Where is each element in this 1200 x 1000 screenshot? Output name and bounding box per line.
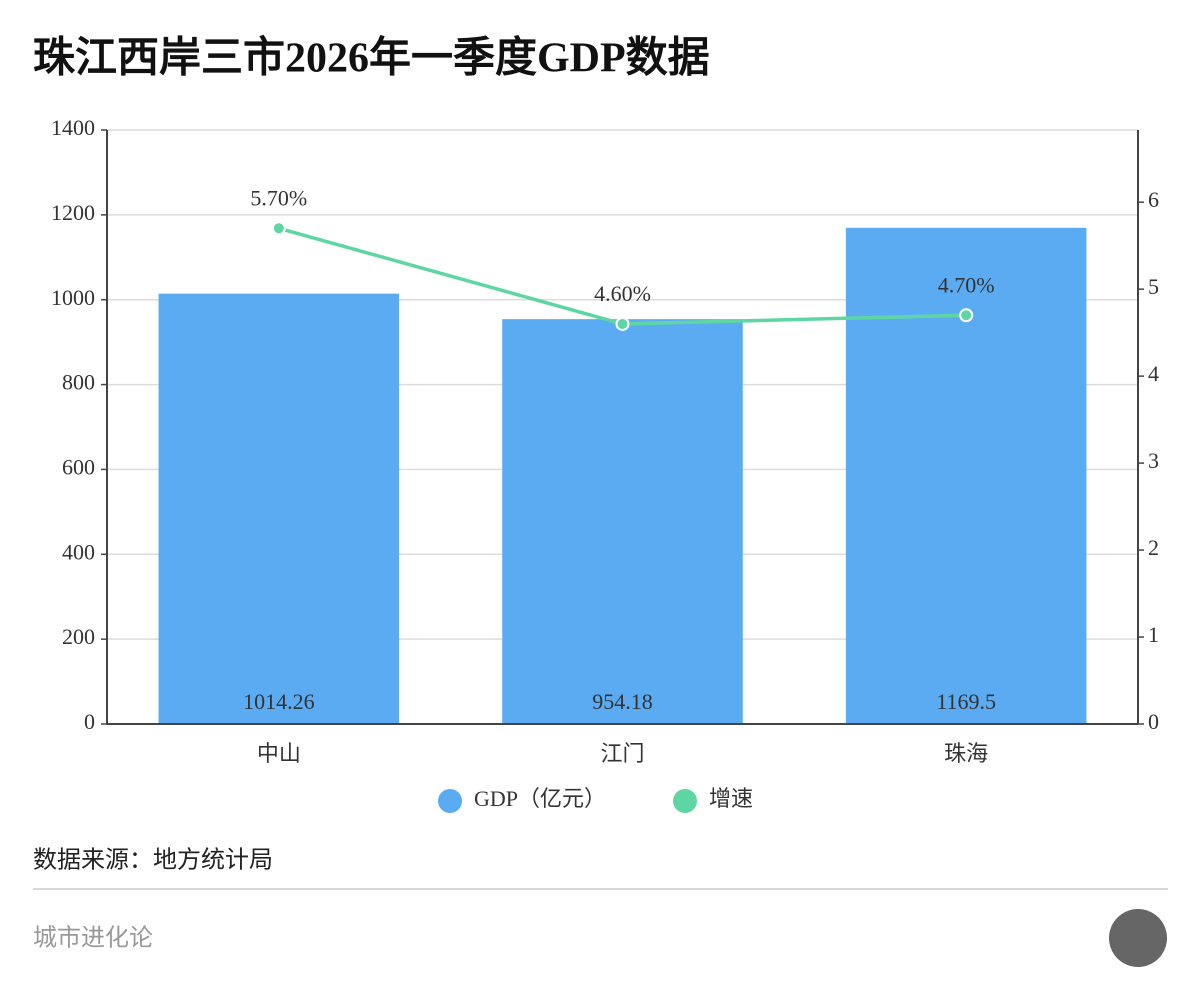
line-point <box>615 316 630 331</box>
logo <box>1109 909 1167 967</box>
y-tick-label: 200 <box>62 624 95 649</box>
y2-tick-label: 1 <box>1148 622 1159 647</box>
y-tick-label: 800 <box>62 370 95 395</box>
chart-title: 珠江西岸三市2026年一季度GDP数据 <box>33 35 710 82</box>
y2-tick-label: 4 <box>1148 361 1159 386</box>
y2-tick-label: 3 <box>1148 448 1159 473</box>
line-point <box>959 308 974 323</box>
bar-value-label: 1014.26 <box>243 689 315 714</box>
legend-label: 增速 <box>709 786 753 811</box>
y2-tick-label: 6 <box>1148 187 1159 212</box>
x-tick-label: 珠海 <box>944 741 988 766</box>
legend-marker <box>673 789 697 813</box>
source-note: 数据来源：地方统计局 <box>33 847 273 874</box>
bar-value-label: 1169.5 <box>936 689 996 714</box>
y2-tick-label: 5 <box>1148 274 1159 299</box>
bar-value-label: 954.18 <box>592 689 653 714</box>
legend-label: GDP（亿元） <box>474 786 606 811</box>
y-tick-label: 1000 <box>51 285 95 310</box>
y-tick-label: 400 <box>62 539 95 564</box>
y-tick-label: 0 <box>84 709 95 734</box>
bar <box>158 293 400 724</box>
line-point <box>271 221 286 236</box>
y2-tick-label: 2 <box>1148 535 1159 560</box>
bar <box>845 227 1087 724</box>
y-tick-label: 1200 <box>51 200 95 225</box>
y-tick-label: 600 <box>62 454 95 479</box>
line-value-label: 4.70% <box>938 272 995 297</box>
y2-tick-label: 0 <box>1148 709 1159 734</box>
x-tick-label: 中山 <box>257 741 301 766</box>
legend-marker <box>438 789 462 813</box>
y-tick-label: 1400 <box>51 115 95 140</box>
line-value-label: 4.60% <box>594 281 651 306</box>
x-tick-label: 江门 <box>600 741 644 766</box>
brand: 城市进化论 <box>33 925 153 952</box>
line-value-label: 5.70% <box>250 185 307 210</box>
bar <box>502 319 743 724</box>
